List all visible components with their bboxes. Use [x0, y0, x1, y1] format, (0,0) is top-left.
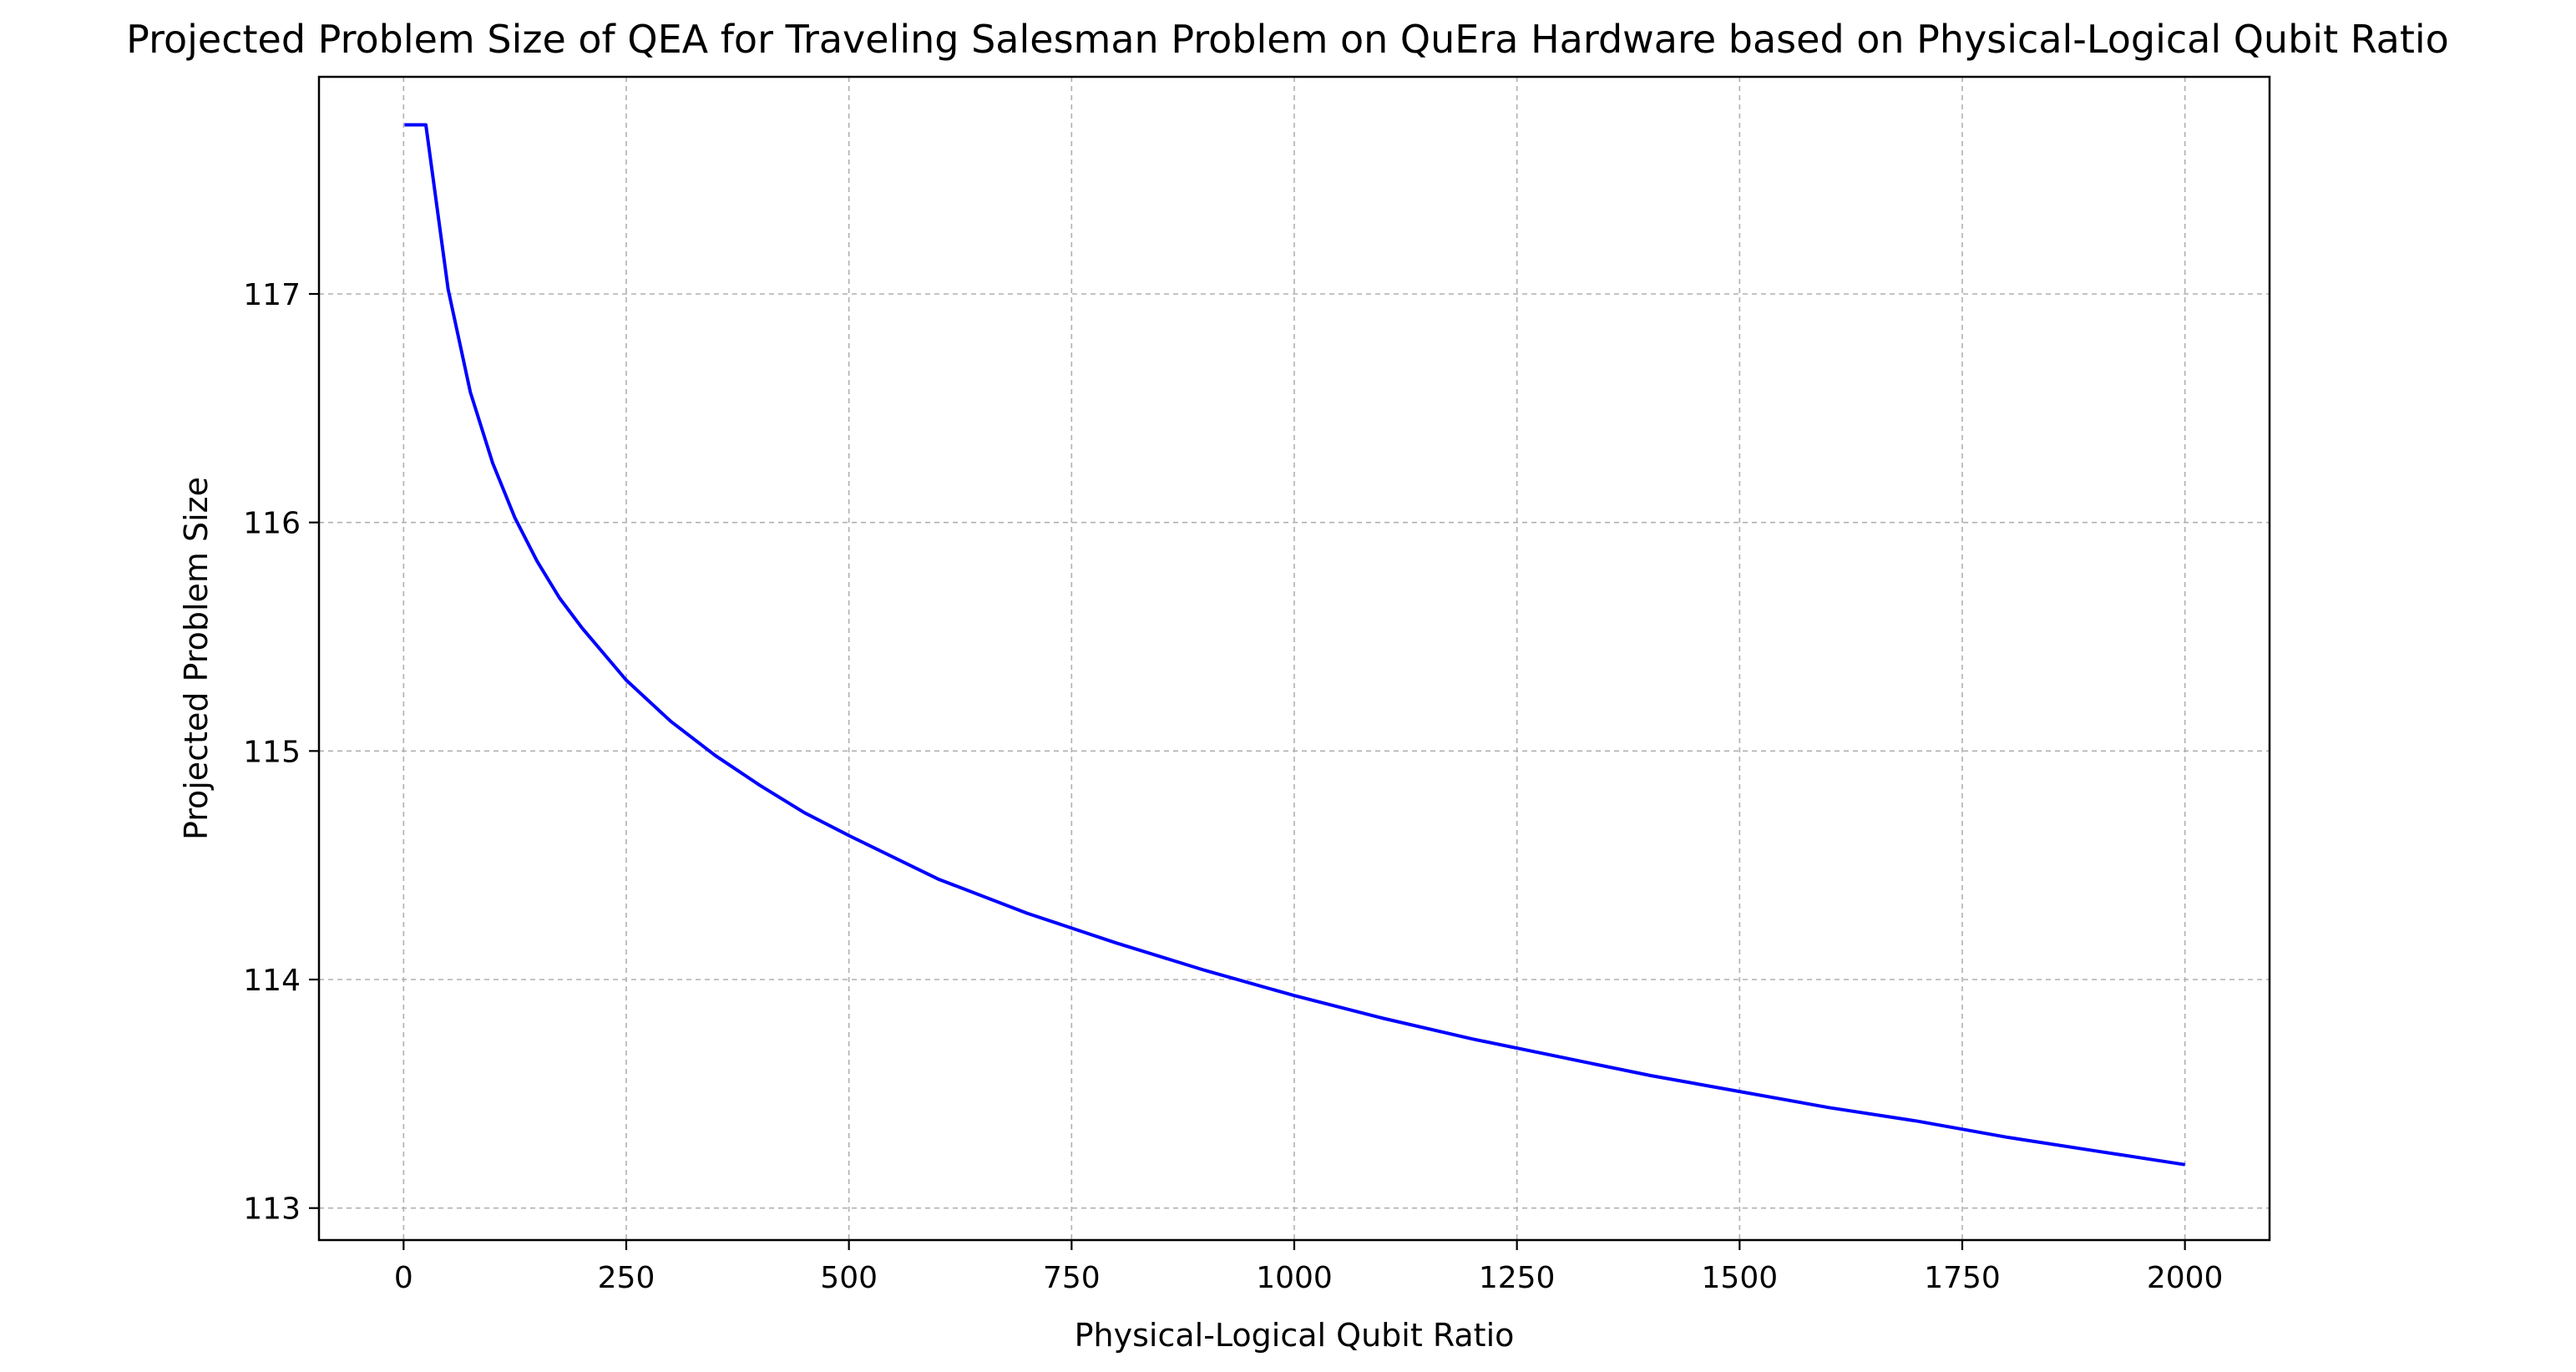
x-tick-label: 1250	[1479, 1261, 1556, 1295]
series-line-0	[404, 123, 2186, 1167]
series	[404, 123, 2186, 1167]
x-tick-label: 250	[598, 1261, 655, 1295]
y-axis: 113 114 115 116 117	[243, 278, 319, 1227]
y-axis-title: Projected Problem Size	[178, 477, 215, 840]
y-tick-label: 115	[243, 735, 301, 769]
chart-title: Projected Problem Size of QEA for Travel…	[126, 17, 2449, 62]
x-tick-label: 0	[394, 1261, 413, 1295]
y-tick-label: 113	[243, 1192, 301, 1227]
y-tick-label: 114	[243, 964, 301, 998]
y-tick-label: 117	[243, 278, 301, 312]
x-tick-label: 1500	[1702, 1261, 1779, 1295]
x-tick-label: 1750	[1924, 1261, 2001, 1295]
x-tick-label: 500	[820, 1261, 878, 1295]
x-axis-title: Physical-Logical Qubit Ratio	[1075, 1317, 1515, 1354]
x-tick-label: 1000	[1256, 1261, 1333, 1295]
x-axis: 0 250 500 750 1000 1250 1500 1750 2000	[394, 1240, 2224, 1295]
y-tick-label: 116	[243, 507, 301, 541]
grid	[319, 77, 2270, 1240]
x-tick-label: 2000	[2147, 1261, 2224, 1295]
x-tick-label: 750	[1043, 1261, 1101, 1295]
